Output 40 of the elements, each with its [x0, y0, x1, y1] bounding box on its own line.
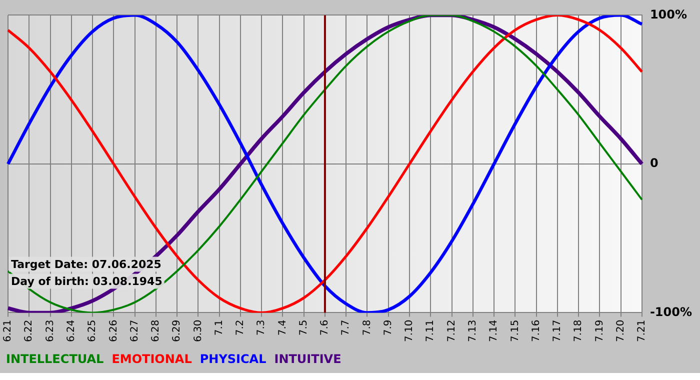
x-tick-label: 7.20 [615, 320, 626, 342]
x-tick-label: 7.3 [256, 320, 268, 336]
x-tick-label: 7.17 [552, 320, 564, 342]
x-tick-label: 6.28 [150, 320, 162, 342]
text: INTUITIVE [274, 352, 342, 366]
x-tick-label: 7.1 [214, 320, 225, 336]
x-tick-label: 6.27 [129, 320, 140, 342]
text: PHYSICAL [200, 352, 266, 366]
x-tick-label: 6.24 [66, 320, 77, 342]
x-tick-label: 6.29 [172, 320, 183, 342]
annotation: Day of birth: 03.08.1945 [11, 275, 162, 288]
annotation: Target Date: 07.06.2025 [11, 258, 162, 272]
x-tick-label: 7.12 [446, 320, 458, 342]
x-tick-label: 7.2 [235, 320, 246, 336]
x-tick-label: 6.26 [108, 320, 120, 342]
y-tick-label: 100% [650, 7, 688, 22]
x-tick-label: 6.21 [2, 320, 14, 342]
x-tick-label: 6.22 [24, 320, 35, 342]
x-tick-label: 6.30 [192, 320, 204, 342]
x-tick-label: 6.23 [44, 320, 56, 342]
x-tick-label: 6.25 [87, 320, 98, 342]
y-tick-label: -100% [650, 304, 692, 319]
x-tick-label: 7.15 [510, 320, 521, 342]
x-tick-label: 7.19 [594, 320, 606, 342]
x-tick-label: 7.16 [530, 320, 542, 342]
x-tick-label: 7.4 [277, 320, 288, 336]
text: INTELLECTUAL [6, 352, 104, 366]
x-tick-label: 7.11 [425, 320, 436, 342]
x-tick-label: 7.13 [467, 320, 478, 342]
x-tick-label: 7.10 [404, 320, 416, 342]
x-tick-label: 7.6 [320, 320, 331, 336]
x-tick-label: 7.14 [488, 320, 500, 342]
x-tick-label: 7.5 [298, 320, 310, 336]
x-tick-label: 7.9 [382, 320, 394, 336]
x-tick-label: 7.21 [636, 320, 648, 342]
text: EMOTIONAL [112, 352, 192, 366]
x-tick-label: 7.7 [340, 320, 352, 336]
x-tick-label: 7.8 [362, 320, 373, 336]
x-tick-label: 7.18 [573, 320, 584, 342]
y-tick-label: 0 [650, 156, 658, 170]
